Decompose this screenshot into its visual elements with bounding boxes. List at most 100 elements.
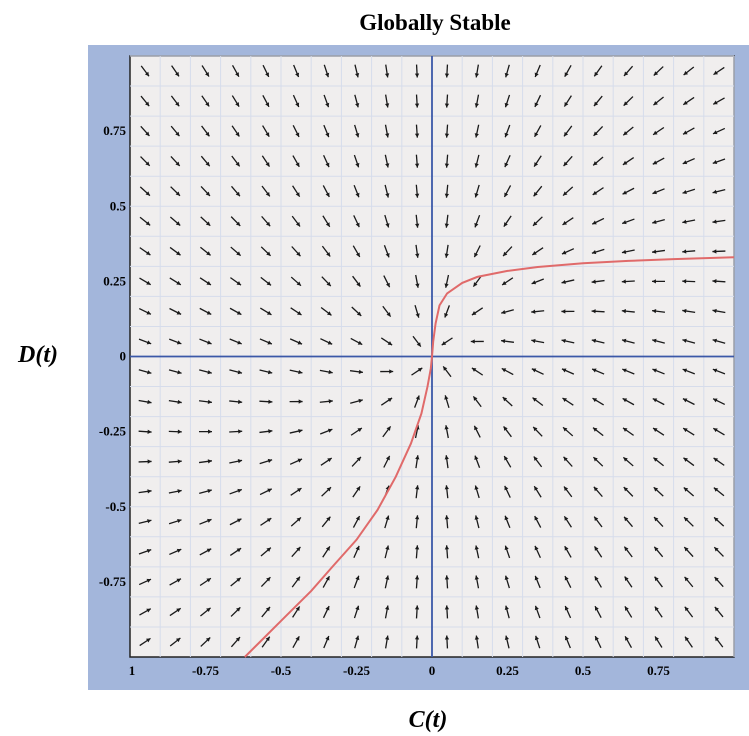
field-arrow (622, 368, 635, 375)
field-arrow (593, 546, 603, 558)
field-arrow (683, 516, 694, 527)
field-arrow (562, 217, 574, 226)
field-arrow (533, 125, 542, 138)
field-arrow (289, 338, 303, 345)
field-arrow (411, 367, 423, 376)
field-arrow (503, 426, 512, 438)
field-arrow (384, 184, 390, 198)
field-arrow (321, 486, 332, 497)
field-arrow (563, 515, 572, 528)
x-tick-label: 0 (429, 663, 436, 678)
field-arrow (384, 64, 390, 78)
field-arrow (501, 367, 514, 376)
field-arrow (384, 154, 390, 168)
field-arrow (322, 575, 331, 588)
field-arrow (561, 279, 575, 285)
field-arrow (471, 307, 484, 316)
field-arrow (474, 455, 481, 468)
field-arrow (169, 637, 181, 647)
field-arrow (229, 399, 243, 404)
field-arrow (170, 155, 181, 167)
field-arrow (683, 486, 695, 497)
field-arrow (623, 546, 633, 558)
field-arrow (623, 65, 634, 77)
field-arrow (532, 426, 543, 437)
field-arrow (533, 456, 543, 468)
field-arrow (502, 246, 513, 257)
field-arrow (472, 275, 482, 287)
field-arrow (623, 486, 634, 497)
field-arrow (444, 605, 450, 619)
field-arrow (591, 368, 605, 375)
field-arrow (713, 516, 725, 527)
field-arrow (501, 277, 514, 286)
field-arrow (168, 459, 182, 464)
field-arrow (354, 124, 360, 138)
field-arrow (503, 455, 512, 468)
field-arrow (534, 515, 542, 528)
field-arrow (140, 65, 150, 77)
field-arrow (714, 606, 724, 618)
field-arrow (199, 307, 212, 316)
field-arrow (415, 244, 420, 258)
field-arrow (230, 216, 241, 227)
field-arrow (414, 184, 420, 198)
field-arrow (201, 65, 210, 77)
field-arrow (654, 636, 663, 648)
field-arrow (414, 575, 420, 589)
field-arrow (594, 605, 602, 618)
field-arrow (561, 368, 575, 375)
field-arrow (564, 65, 572, 78)
x-tick-label: -0.5 (271, 663, 292, 678)
field-arrow (199, 338, 212, 345)
field-arrow (712, 338, 726, 344)
field-arrow (532, 397, 544, 407)
field-arrow (714, 576, 724, 588)
y-axis-title: D(t) (17, 342, 58, 368)
field-arrow (231, 65, 240, 78)
field-arrow (291, 246, 301, 257)
field-arrow (139, 186, 151, 197)
field-arrow (531, 278, 545, 285)
field-arrow (682, 219, 696, 224)
field-arrow (682, 368, 695, 375)
field-arrow (260, 547, 272, 557)
y-tick-label: 0.25 (103, 273, 126, 288)
field-arrow (621, 338, 635, 344)
field-arrow (291, 546, 301, 558)
field-arrow (168, 518, 182, 525)
field-arrow (229, 459, 243, 464)
field-arrow (474, 184, 480, 198)
field-arrow (444, 64, 450, 78)
field-arrow (231, 125, 240, 137)
field-arrow (713, 487, 725, 497)
field-arrow (474, 94, 480, 108)
field-arrow (320, 338, 333, 345)
field-arrow (230, 277, 242, 286)
field-arrow (352, 485, 361, 498)
field-arrow (262, 125, 270, 138)
field-arrow (652, 427, 665, 436)
field-arrow (593, 65, 603, 77)
field-arrow (415, 274, 420, 288)
field-arrow (415, 455, 420, 469)
field-arrow (199, 548, 212, 556)
field-arrow (712, 219, 726, 224)
field-arrow (651, 308, 666, 314)
field-arrow (320, 457, 333, 466)
field-arrow (168, 399, 182, 405)
field-arrow (200, 186, 211, 197)
field-arrow (199, 277, 212, 286)
y-tick-label: -0.25 (99, 424, 127, 439)
field-arrow (415, 485, 420, 499)
field-arrow (138, 519, 152, 524)
field-arrow (682, 188, 696, 195)
field-arrow (653, 546, 664, 558)
field-arrow (444, 575, 450, 589)
field-arrow (444, 184, 450, 198)
field-arrow (534, 545, 541, 559)
field-arrow (260, 246, 272, 257)
field-arrow (441, 337, 453, 346)
field-arrow (138, 489, 152, 494)
field-arrow (353, 184, 360, 198)
